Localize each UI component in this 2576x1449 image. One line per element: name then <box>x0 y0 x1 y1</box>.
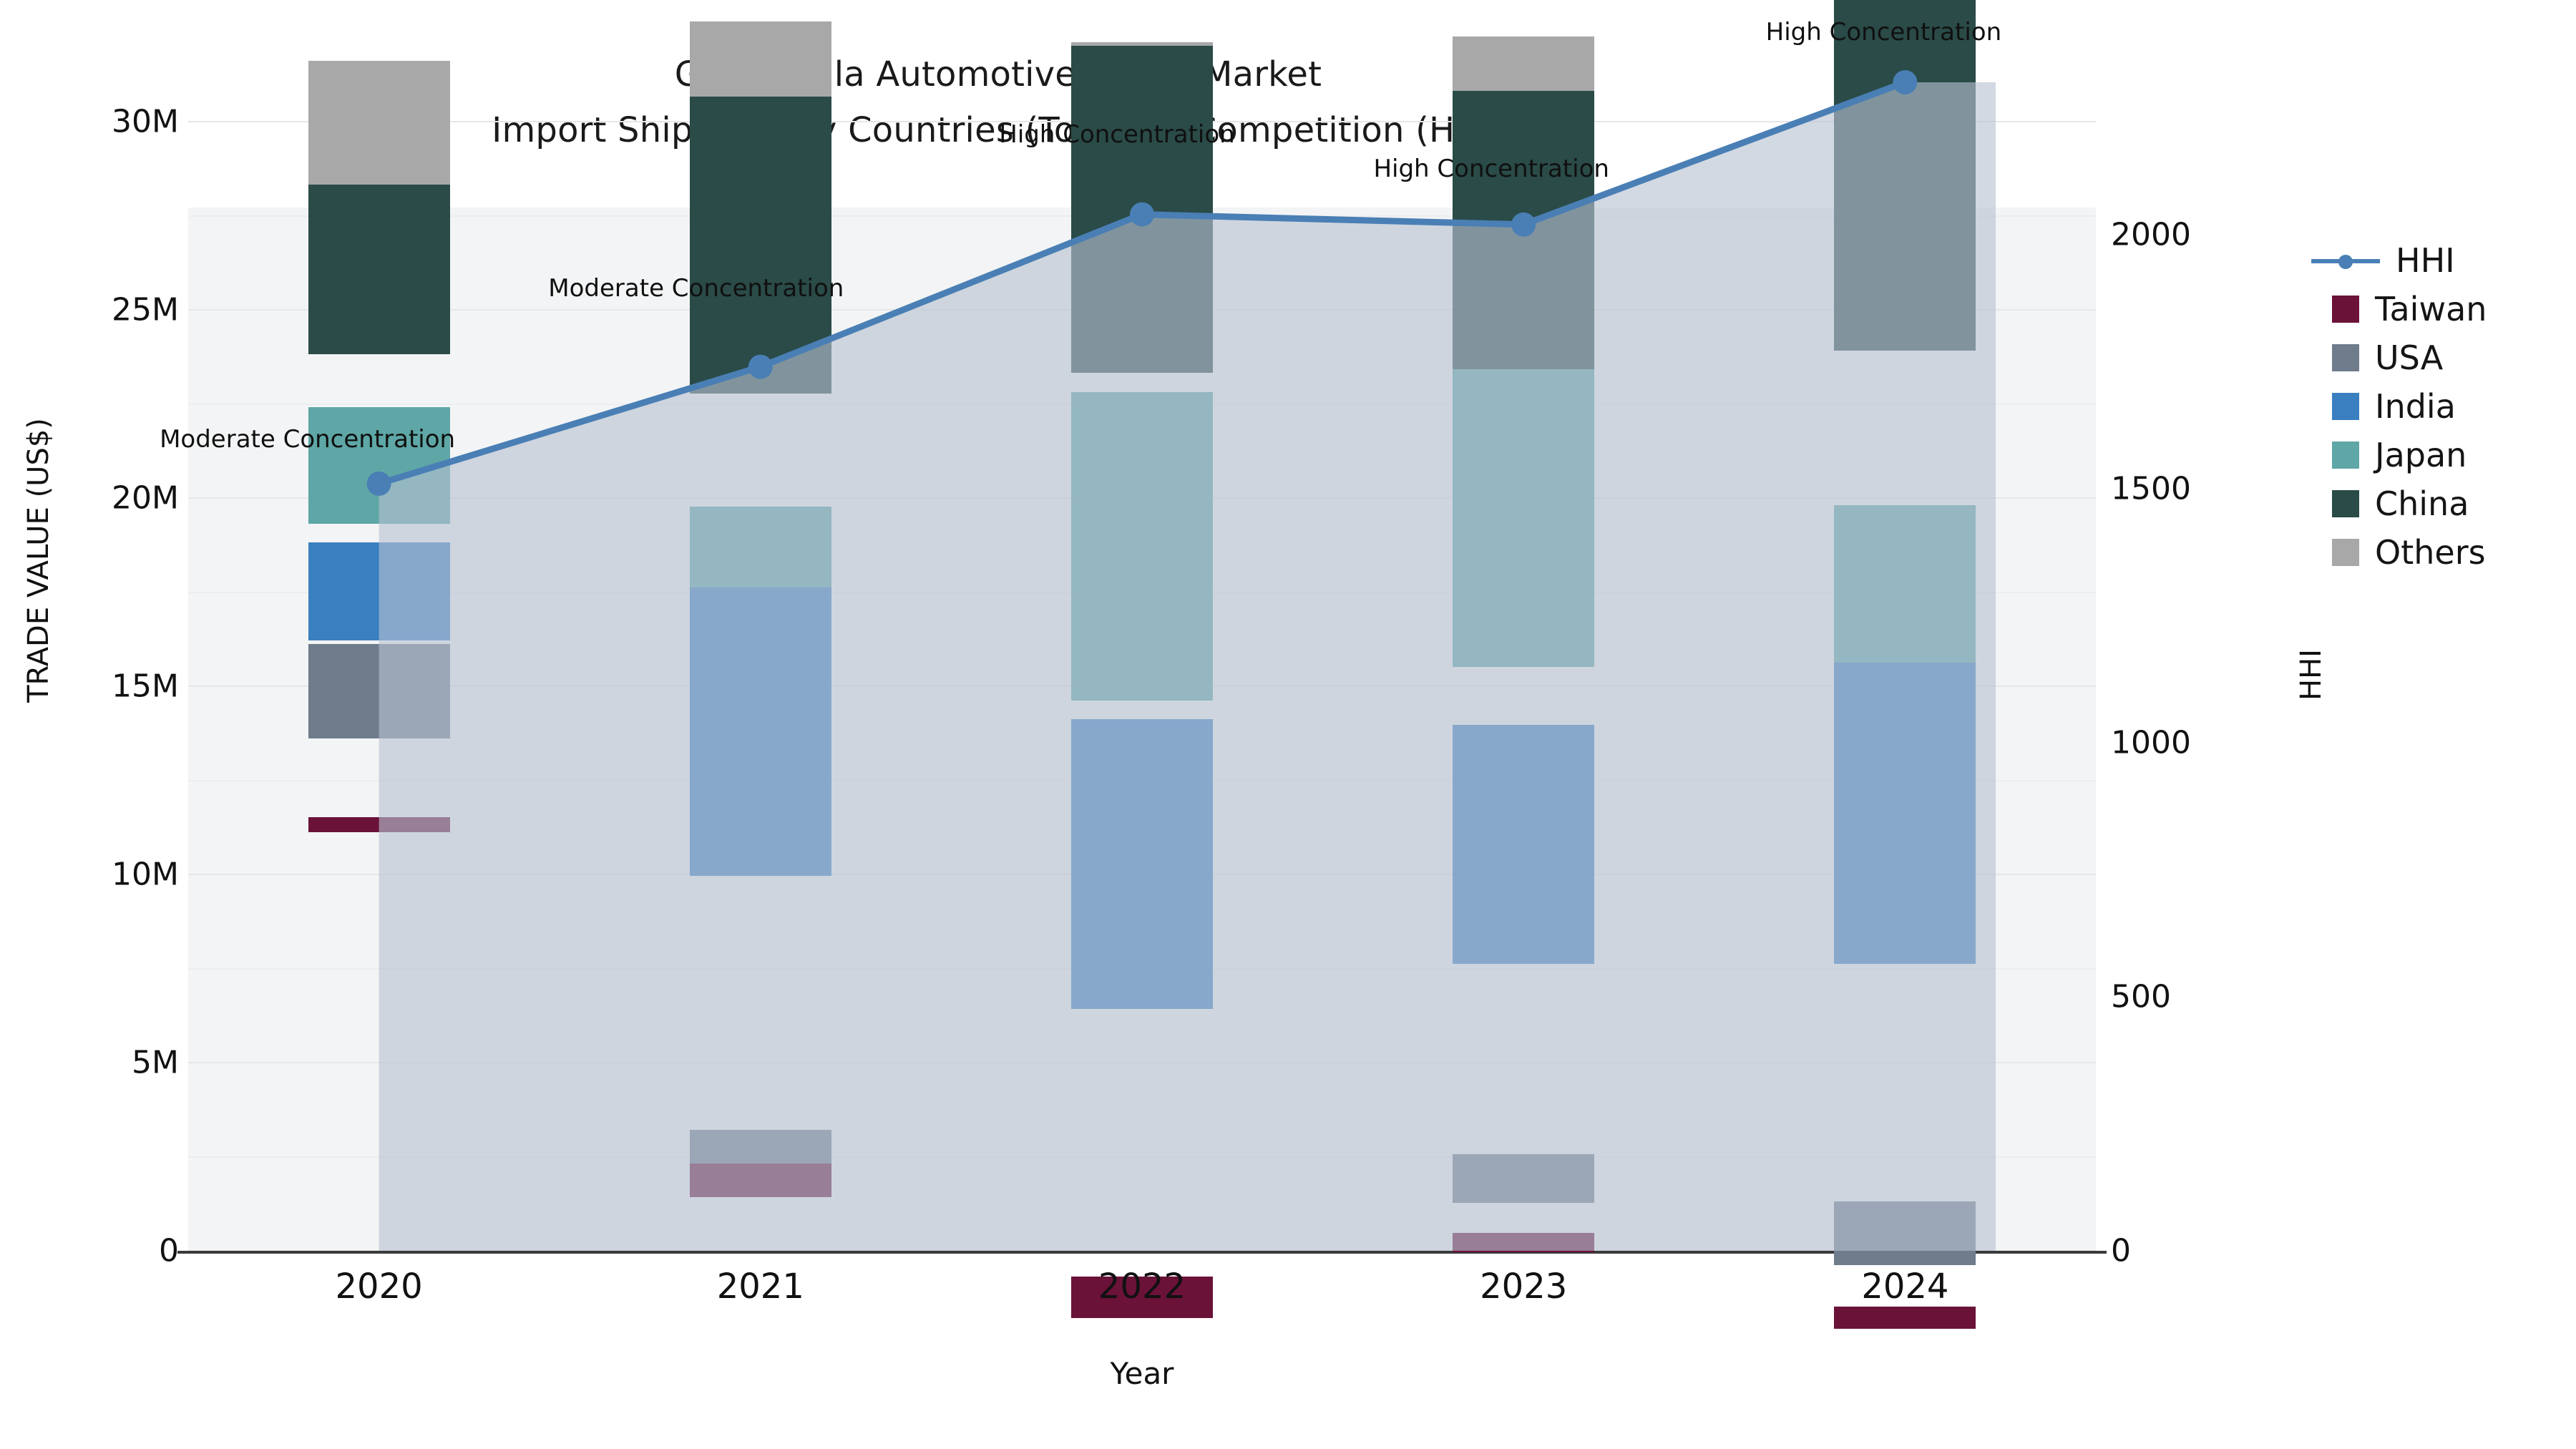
x-axis-tick-2020: 2020 <box>335 1267 423 1307</box>
bar-segment-china-2021[interactable] <box>689 96 831 394</box>
y-axis-left-title: TRADE VALUE (US$) <box>22 418 55 703</box>
bar-segment-usa-2024[interactable] <box>1834 1201 1976 1266</box>
legend-item-india[interactable]: India <box>2311 382 2576 431</box>
legend-color-swatch-taiwan <box>2332 296 2359 323</box>
annotation-2020: Moderate Concentration <box>160 424 456 454</box>
y-axis-right-tick: 0 <box>2111 1232 2131 1269</box>
legend-item-china[interactable]: China <box>2311 479 2576 528</box>
legend-color-swatch-china <box>2332 490 2359 517</box>
legend-label-india: India <box>2375 387 2456 426</box>
legend: HHI Taiwan USA India Japan China Others <box>2311 236 2576 577</box>
legend-label-japan: Japan <box>2375 436 2467 474</box>
y-axis-left-tick: 30M <box>112 103 179 140</box>
x-axis-tick-2021: 2021 <box>716 1267 804 1307</box>
y-axis-right: 0 500 1000 1500 2000 <box>2111 0 2290 1449</box>
legend-line-marker-icon <box>2338 255 2353 269</box>
y-axis-left: TRADE VALUE (US$) 0 5M 10M 15M 20M 25M 30M <box>0 0 179 1449</box>
bar-segment-usa-2020[interactable] <box>308 644 450 738</box>
x-axis-tick-2024: 2024 <box>1861 1267 1949 1307</box>
chart-title-block: Guatemala Automotive Piston Market Impor… <box>0 57 1996 147</box>
bar-segment-japan-2022[interactable] <box>1071 391 1213 701</box>
bar-segment-china-2024[interactable] <box>1834 0 1976 351</box>
y-axis-left-tick: 10M <box>112 856 179 893</box>
legend-item-hhi[interactable]: HHI <box>2311 236 2576 285</box>
y-axis-right-tick: 500 <box>2111 978 2171 1015</box>
legend-item-japan[interactable]: Japan <box>2311 431 2576 479</box>
x-axis-tick-2022: 2022 <box>1098 1267 1186 1307</box>
bar-segment-india-2020[interactable] <box>308 542 450 640</box>
bar-segment-china-2023[interactable] <box>1453 90 1595 379</box>
annotation-2023: High Concentration <box>1373 154 1609 183</box>
y-axis-left-tick: 5M <box>132 1044 179 1081</box>
bar-segment-usa-2021[interactable] <box>689 1129 831 1164</box>
y-axis-right-tick: 1000 <box>2111 724 2191 761</box>
bar-column-2021[interactable] <box>689 21 831 1251</box>
x-axis-line <box>177 1251 2107 1254</box>
legend-color-swatch-others <box>2332 539 2359 566</box>
bar-segment-china-2022[interactable] <box>1071 45 1213 374</box>
annotation-2022: High Concentration <box>999 119 1235 149</box>
bar-segment-usa-2023[interactable] <box>1453 1153 1595 1204</box>
legend-item-usa[interactable]: USA <box>2311 333 2576 382</box>
y-axis-left-tick: 0 <box>159 1232 179 1269</box>
bar-segment-japan-2023[interactable] <box>1453 369 1595 667</box>
x-axis-title: Year <box>1110 1356 1174 1391</box>
legend-label-hhi: HHI <box>2396 241 2455 280</box>
y-axis-left-tick: 20M <box>112 479 179 517</box>
y-axis-right-title: HHI <box>2295 649 2328 701</box>
annotation-2024: High Concentration <box>1765 18 2002 47</box>
bar-segment-india-2023[interactable] <box>1453 725 1595 965</box>
x-axis-tick-2023: 2023 <box>1480 1267 1568 1307</box>
legend-label-taiwan: Taiwan <box>2375 290 2487 328</box>
y-axis-left-tick: 15M <box>112 668 179 705</box>
legend-label-usa: USA <box>2375 338 2444 377</box>
bar-column-2023[interactable] <box>1453 36 1595 1252</box>
bar-column-2020[interactable] <box>308 60 450 1251</box>
chart-title-line-2: Import Shipment by Countries (Top 5) & C… <box>492 110 1505 150</box>
legend-label-china: China <box>2375 484 2469 523</box>
legend-label-others: Others <box>2375 533 2486 572</box>
annotation-2021: Moderate Concentration <box>548 273 844 303</box>
legend-color-swatch-usa <box>2332 344 2359 371</box>
bar-segment-india-2022[interactable] <box>1071 719 1213 1010</box>
y-axis-right-tick: 2000 <box>2111 216 2191 253</box>
bar-segment-taiwan-2023[interactable] <box>1453 1233 1595 1252</box>
legend-color-swatch-japan <box>2332 441 2359 469</box>
bar-segment-india-2024[interactable] <box>1834 663 1976 965</box>
legend-line-swatch-icon <box>2311 247 2380 274</box>
bar-segment-taiwan-2024[interactable] <box>1834 1306 1976 1330</box>
y-axis-right-tick: 1500 <box>2111 470 2191 507</box>
chart-title-line-1: Guatemala Automotive Piston Market <box>674 54 1322 94</box>
bar-segment-china-2020[interactable] <box>308 185 450 355</box>
legend-color-swatch-india <box>2332 393 2359 420</box>
bar-segment-taiwan-2022[interactable] <box>1071 1276 1213 1318</box>
bar-segment-india-2021[interactable] <box>689 587 831 876</box>
legend-item-taiwan[interactable]: Taiwan <box>2311 285 2576 333</box>
bar-column-2024[interactable] <box>1834 0 1976 1330</box>
bar-column-2022[interactable] <box>1071 42 1213 1318</box>
legend-item-others[interactable]: Others <box>2311 528 2576 577</box>
y-axis-left-tick: 25M <box>112 291 179 328</box>
bar-segment-taiwan-2020[interactable] <box>308 817 450 833</box>
bar-segment-taiwan-2021[interactable] <box>689 1163 831 1198</box>
